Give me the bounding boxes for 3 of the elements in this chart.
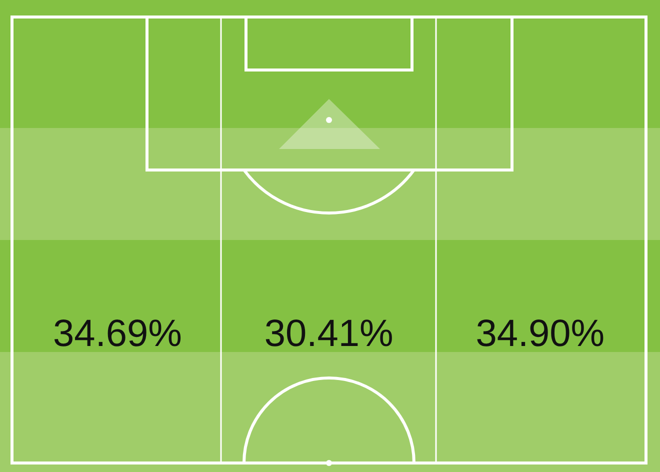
data-label: 34.90% xyxy=(476,313,605,355)
data-label: 30.41% xyxy=(264,313,394,355)
data-label: 34.69% xyxy=(53,313,182,355)
